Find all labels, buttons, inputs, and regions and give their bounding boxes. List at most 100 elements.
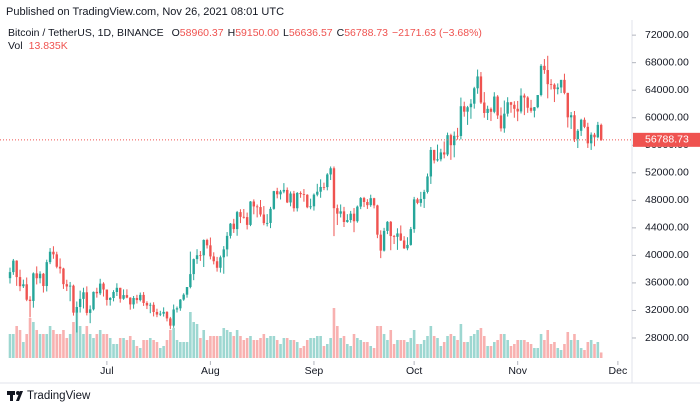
- volume-bar: [18, 330, 22, 358]
- candle-body: [509, 102, 513, 105]
- volume-bar: [92, 338, 95, 358]
- candle-body: [339, 211, 342, 214]
- volume-bar: [396, 340, 399, 358]
- volume-bar: [8, 334, 12, 358]
- candle-body: [269, 208, 272, 223]
- candle-body: [506, 102, 509, 114]
- volume-bar: [439, 346, 443, 358]
- candle-body: [98, 283, 102, 294]
- last-price-label: 56788.73: [645, 134, 689, 146]
- volume-bar: [499, 334, 503, 358]
- volume-bar: [599, 352, 603, 358]
- candle-body: [322, 186, 326, 188]
- volume-bar: [272, 336, 276, 358]
- candle-body: [129, 297, 132, 305]
- volume-bar: [252, 340, 256, 358]
- candle-body: [72, 285, 75, 313]
- volume-bar: [319, 336, 322, 358]
- volume-bar: [406, 342, 409, 358]
- volume-bar: [346, 344, 349, 358]
- candle-body: [135, 297, 139, 301]
- candle-body: [132, 297, 135, 305]
- candle-body: [396, 233, 399, 237]
- volume-bar: [95, 334, 99, 358]
- candle-body: [419, 198, 423, 203]
- volume-bar: [312, 338, 316, 358]
- volume-bar: [142, 340, 145, 358]
- candle-body: [15, 260, 18, 278]
- volume-bar: [148, 338, 152, 358]
- volume-bar: [62, 330, 65, 358]
- volume-bar: [235, 330, 239, 358]
- volume-legend: Vol 13.835K: [8, 40, 68, 52]
- volume-bar: [533, 348, 536, 358]
- volume-bar: [112, 344, 115, 358]
- candle-body: [222, 249, 225, 258]
- volume-bar: [219, 336, 222, 358]
- volume-bar: [232, 336, 236, 358]
- candle-body: [149, 304, 152, 306]
- volume-bar: [302, 346, 306, 358]
- candle-body: [543, 65, 546, 71]
- candle-body: [265, 222, 269, 224]
- volume-bar: [543, 340, 546, 358]
- volume-bar: [536, 348, 540, 358]
- candle-body: [523, 95, 526, 98]
- volume-key: Vol: [8, 40, 23, 52]
- volume-bar: [519, 340, 523, 358]
- volume-bar: [576, 340, 580, 358]
- candle-body: [286, 189, 289, 203]
- candle-body: [539, 65, 543, 96]
- volume-value: 13.835K: [29, 40, 68, 52]
- candle-body: [382, 230, 386, 251]
- volume-bar: [245, 338, 249, 358]
- ohlc-value: 56636.57: [289, 27, 333, 39]
- candle-body: [409, 229, 412, 245]
- volume-bar: [332, 308, 336, 358]
- volume-bar: [169, 330, 172, 358]
- volume-bar: [526, 342, 529, 358]
- volume-bar: [128, 336, 132, 358]
- candle-body: [346, 220, 349, 223]
- candle-body: [68, 285, 72, 287]
- candle-body: [349, 213, 352, 221]
- volume-bar: [539, 334, 543, 358]
- y-tick-label: 44000.00: [645, 222, 689, 234]
- candle-body: [369, 198, 372, 206]
- y-tick-label: 28000.00: [645, 332, 689, 344]
- volume-bar: [249, 336, 252, 358]
- candle-body: [336, 208, 339, 214]
- volume-bar: [165, 340, 169, 358]
- candle-body: [359, 198, 362, 207]
- candle-body: [329, 168, 332, 175]
- candle-body: [225, 235, 229, 250]
- volume-bar: [98, 330, 102, 358]
- candle-body: [596, 124, 600, 138]
- volume-bar: [222, 328, 226, 358]
- candle-body: [499, 115, 503, 129]
- candle-body: [8, 272, 12, 279]
- volume-bar: [65, 338, 69, 358]
- candle-body: [326, 174, 329, 188]
- volume-bar: [182, 342, 185, 358]
- x-tick-label: Aug: [201, 365, 220, 377]
- volume-bar: [295, 342, 299, 358]
- volume-bar: [472, 334, 476, 358]
- volume-bar: [322, 346, 326, 358]
- y-tick-label: 32000.00: [645, 304, 689, 316]
- volume-bar: [382, 334, 386, 358]
- volume-bar: [516, 340, 519, 358]
- candle-body: [453, 135, 456, 146]
- candle-body: [566, 92, 569, 118]
- volume-bar: [282, 338, 286, 358]
- volume-bar: [412, 330, 416, 358]
- candle-body: [152, 304, 155, 312]
- x-tick-label: Dec: [609, 365, 628, 377]
- candle-body: [48, 251, 52, 263]
- volume-bar: [175, 340, 179, 358]
- volume-bar: [416, 344, 419, 358]
- candle-body: [276, 191, 279, 195]
- candle-body: [102, 283, 105, 290]
- volume-bar: [356, 338, 359, 358]
- candle-body: [139, 294, 142, 301]
